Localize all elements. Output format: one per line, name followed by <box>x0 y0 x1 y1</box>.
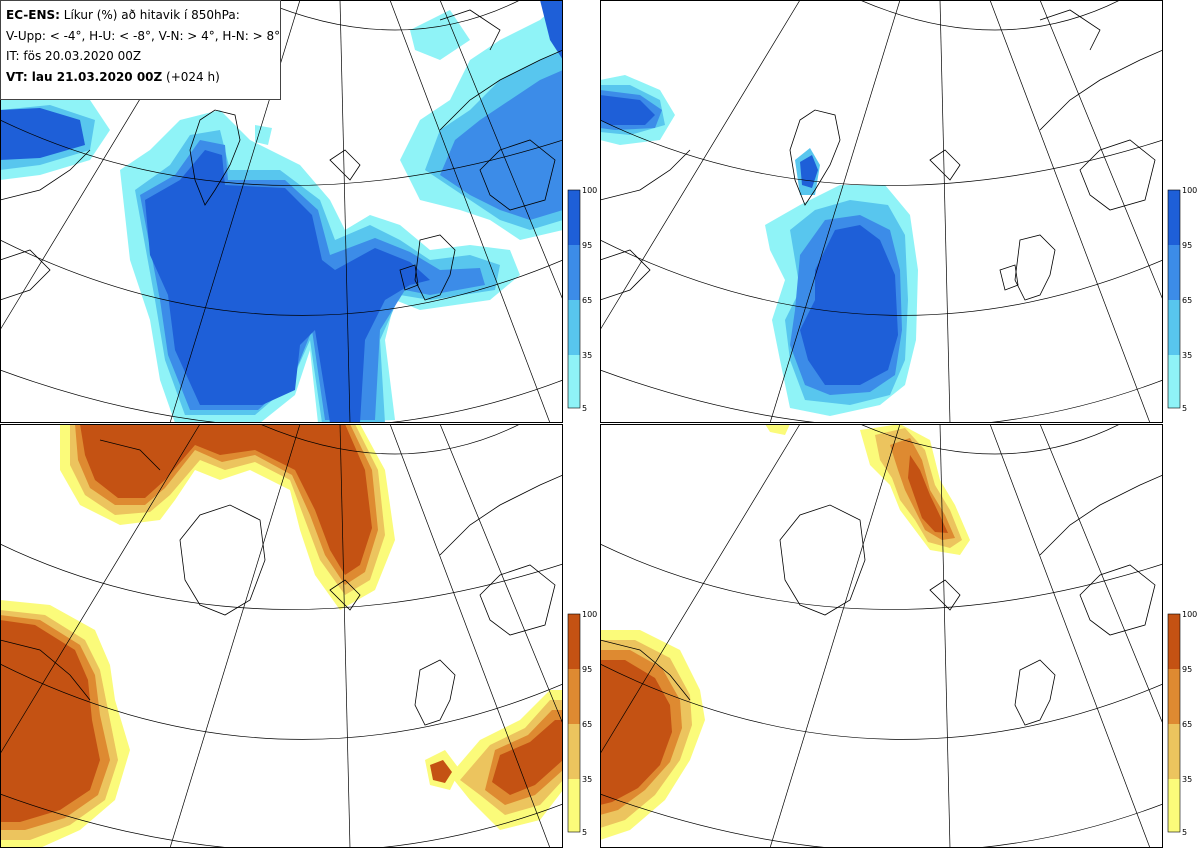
coastline <box>600 9 1163 301</box>
forecast-info-box: EC-ENS: Líkur (%) að hitavik í 850hPa: V… <box>0 0 281 100</box>
graticule <box>0 424 563 848</box>
colorbar-tick: 65 <box>1182 720 1192 729</box>
graticule <box>600 424 1163 848</box>
colorbar-warm-bottom-right: 100 95 65 35 5 <box>1167 610 1197 837</box>
panel-h-u <box>600 0 1163 423</box>
colorbar-tick: 5 <box>1182 828 1187 837</box>
colorbar-tick: 100 <box>1182 610 1197 619</box>
probability-field <box>600 424 970 840</box>
colorbar-tick: 65 <box>582 296 592 305</box>
colorbar-cold-top-left: 100 95 65 35 5 <box>567 186 597 413</box>
colorbar-tick: 5 <box>582 404 587 413</box>
panel-v-upp <box>0 0 563 423</box>
colorbar-tick: 95 <box>582 665 592 674</box>
colorbar-tick: 5 <box>1182 404 1187 413</box>
graticule <box>0 0 563 423</box>
colorbar-tick: 100 <box>582 186 597 195</box>
coastline <box>0 439 563 726</box>
product-name: EC-ENS: <box>6 8 60 22</box>
colorbar-tick: 35 <box>1182 351 1192 360</box>
panel-v-n <box>0 424 563 848</box>
colorbar-tick: 100 <box>582 610 597 619</box>
colorbar-tick: 65 <box>582 720 592 729</box>
coastline <box>600 474 1163 726</box>
probability-field <box>0 0 563 423</box>
threshold-legend: V-Upp: < -4°, H-U: < -8°, V-N: > 4°, H-N… <box>6 28 281 43</box>
colorbar-tick: 5 <box>582 828 587 837</box>
colorbar-warm-bottom-left: 100 95 65 35 5 <box>567 610 597 837</box>
valid-time-line: VT: lau 21.03.2020 00Z (+024 h) <box>6 67 280 88</box>
colorbar-tick: 35 <box>582 351 592 360</box>
colorbar-tick: 95 <box>582 241 592 250</box>
panel-h-n <box>600 424 1163 848</box>
lead-time: (+024 h) <box>162 69 220 84</box>
colorbar-tick: 95 <box>1182 241 1192 250</box>
valid-time: VT: lau 21.03.2020 00Z <box>6 69 163 84</box>
initial-time: IT: fös 20.03.2020 00Z <box>6 49 142 63</box>
graticule <box>600 0 1163 423</box>
product-line: EC-ENS: Líkur (%) að hitavik í 850hPa: <box>6 5 280 26</box>
product-description: Líkur (%) að hitavik í 850hPa: <box>59 8 240 22</box>
colorbar-tick: 65 <box>1182 296 1192 305</box>
colorbar-cold-top-right: 100 95 65 35 5 <box>1167 186 1197 413</box>
colorbar-tick: 95 <box>1182 665 1192 674</box>
probability-field <box>600 75 918 416</box>
coastline <box>0 9 563 301</box>
colorbar-tick: 35 <box>582 775 592 784</box>
colorbar-tick: 35 <box>1182 775 1192 784</box>
probability-field <box>0 424 563 848</box>
colorbar-tick: 100 <box>1182 186 1197 195</box>
